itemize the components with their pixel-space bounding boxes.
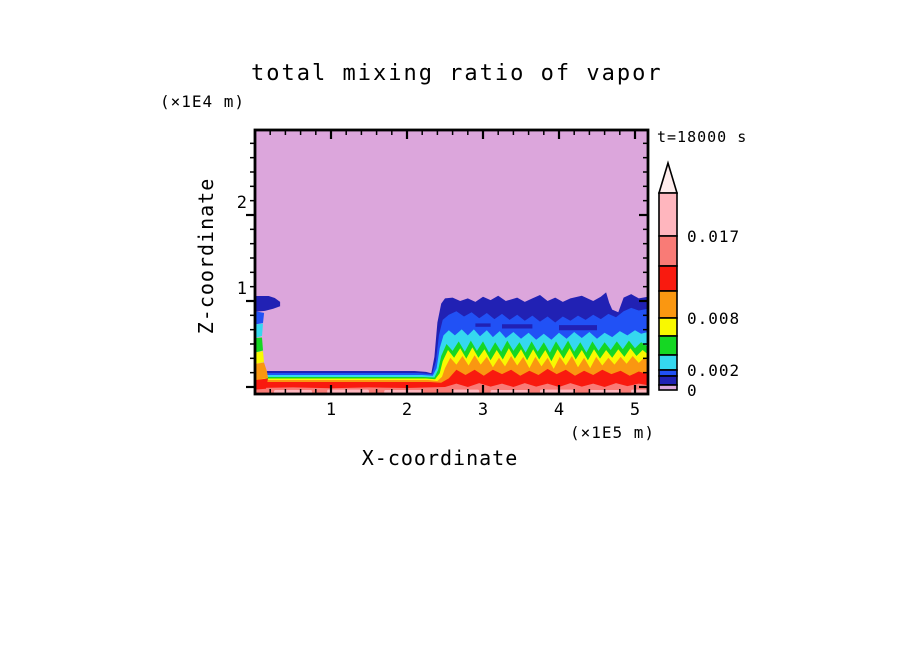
colorbar-segment-1 — [658, 235, 678, 267]
colorbar-overflow-arrow — [657, 160, 679, 194]
x-tick-label-1: 1 — [325, 400, 337, 420]
colorbar-label-0.017: 0.017 — [687, 227, 741, 246]
colorbar-segment-4 — [658, 317, 678, 337]
contour-plot — [246, 128, 650, 396]
colorbar-segment-2 — [658, 265, 678, 292]
chart-title: total mixing ratio of vapor — [251, 61, 663, 86]
z-axis-unit: (×1E4 m) — [160, 92, 246, 111]
colorbar-segment-8 — [658, 375, 678, 386]
x-tick-label-4: 4 — [553, 400, 565, 420]
x-tick-label-2: 2 — [401, 400, 413, 420]
colorbar-label-0.002: 0.002 — [687, 361, 741, 380]
colorbar-segment-5 — [658, 335, 678, 356]
z-tick-label-1: 1 — [236, 279, 247, 299]
x-axis-title: X-coordinate — [361, 446, 519, 470]
z-tick-label-2: 2 — [236, 193, 247, 213]
left-column-orange — [255, 362, 268, 380]
navy-lump — [559, 325, 597, 331]
colorbar-segment-3 — [658, 290, 678, 319]
colorbar-segment-0 — [658, 192, 678, 237]
left-column-yellow — [255, 351, 264, 364]
colorbar-label-0.008: 0.008 — [687, 309, 741, 328]
colorbar-segment-6 — [658, 354, 678, 371]
colorbar-segment-9 — [658, 384, 678, 391]
left-column-red — [255, 378, 268, 390]
left-column-cyan — [255, 323, 263, 338]
colorbar-segment-7 — [658, 369, 678, 377]
plot-frame — [253, 128, 650, 396]
navy-lump — [475, 323, 491, 327]
x-tick-label-3: 3 — [477, 400, 489, 420]
colorbar-label-0: 0 — [687, 381, 698, 400]
z-axis-title: Z-coordinate — [194, 177, 218, 335]
contour-field — [255, 130, 648, 394]
left-column-blue — [255, 311, 265, 325]
x-axis-unit: (×1E5 m) — [569, 423, 655, 442]
colorbar — [657, 160, 679, 391]
left-column-navy — [255, 296, 281, 312]
navy-lump — [502, 324, 533, 329]
time-annotation: t=18000 s — [657, 128, 748, 146]
left-column-green — [255, 337, 263, 353]
x-tick-label-5: 5 — [629, 400, 641, 420]
